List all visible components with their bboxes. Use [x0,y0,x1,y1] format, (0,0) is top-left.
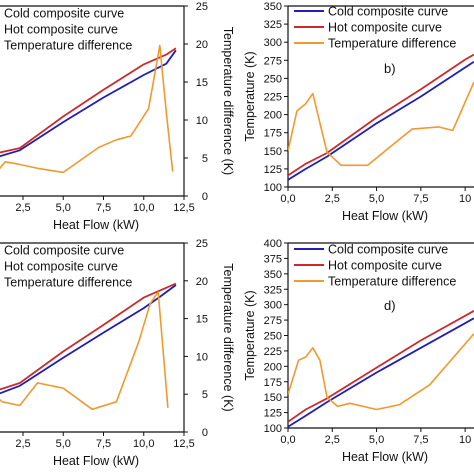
y-tick-label: 275 [264,315,282,327]
series-line-cold [0,284,177,395]
series-line-diff [0,44,174,174]
y2-tick-label: 25 [196,238,208,250]
x-tick-label: 7,5 [413,193,428,205]
y2-tick-label: 0 [202,427,208,439]
y-tick-label: 325 [264,19,282,31]
x-tick-label: 7,5 [96,202,111,214]
legend-label: Temperature difference [328,37,456,51]
legend-label: Temperature difference [4,39,132,53]
x-tick-label: 12,5 [173,202,194,214]
y-tick-label: 350 [264,269,282,281]
y-tick-label: 300 [264,300,282,312]
y-tick-label: 200 [264,110,282,122]
x-tick-label: 2,5 [325,434,340,446]
y2-tick-label: 0 [202,191,208,203]
y-tick-label: 250 [264,331,282,343]
x-tick-label: 12,5 [173,438,194,450]
legend-label: Cold composite curve [4,7,124,21]
y2-tick-label: 20 [196,39,208,51]
y-tick-label: 150 [264,392,282,404]
y2-axis-label: Temperature difference (K) [221,27,235,175]
y2-axis-label: Temperature difference (K) [221,263,235,411]
chart-panel-b: 0,0 2,5 5,0 7,5 10 Heat Flow (kW) 100 125 150 175… [243,1,474,223]
y-tick-label: 100 [264,182,282,194]
y-tick-label: 225 [264,346,282,358]
x-tick-label: 2,5 [325,193,340,205]
x-tick-label: 10,0 [133,202,154,214]
x-tick-label: 7,5 [96,438,111,450]
legend-label: Cold composite curve [4,244,124,258]
series-line-hot [0,47,177,154]
y-tick-label: 175 [264,377,282,389]
y-tick-label: 300 [264,37,282,49]
y-tick-label: 100 [264,423,282,435]
y2-tick-label: 25 [196,1,208,13]
y2-tick-label: 5 [202,389,208,401]
y-tick-label: 325 [264,284,282,296]
series-line-cold [0,49,177,158]
y2-tick-label: 10 [196,115,208,127]
legend-label: Cold composite curve [328,243,448,257]
series-line-hot [288,310,474,423]
series-line-diff [288,333,474,411]
series-line-hot [288,53,474,177]
y2-tick-label: 20 [196,276,208,288]
chart-panel-d: 0,0 2,5 5,0 7,5 10 Heat Flow (kW) 100 125 150 175… [243,238,474,464]
x-tick-label: 10,0 [133,438,154,450]
x-tick-label: 2,5 [15,202,30,214]
y2-tick-label: 10 [196,351,208,363]
y2-tick-label: 15 [196,77,208,89]
legend-label: Hot composite curve [328,259,442,273]
x-tick-label: 5,0 [56,202,71,214]
y-tick-label: 200 [264,361,282,373]
x-tick-label: 0,0 [280,434,295,446]
y-tick-label: 225 [264,92,282,104]
y-tick-label: 375 [264,253,282,265]
x-tick-label: 5,0 [369,193,384,205]
x-tick-label: 10 [459,434,471,446]
legend-label: Hot composite curve [328,21,442,35]
y-tick-label: 150 [264,146,282,158]
panel-label: b) [384,61,396,76]
x-tick-label: 7,5 [413,434,428,446]
series-line-cold [288,60,474,181]
y-tick-label: 250 [264,73,282,85]
legend-label: Temperature difference [4,276,132,290]
x-tick-label: 0,0 [280,193,295,205]
chart-panel-a: 2,5 5,0 7,5 10,0 12,5 Heat Flow (kW) 0 5 10 15 20 2… [0,1,235,232]
y-tick-label: 125 [264,408,282,420]
y-tick-label: 400 [264,238,282,250]
x-axis-label: Heat Flow (kW) [53,218,139,232]
y2-tick-label: 15 [196,314,208,326]
x-axis-label: Heat Flow (kW) [53,454,139,468]
x-tick-label: 5,0 [369,434,384,446]
y-axis-label: Temperature (K) [243,51,257,141]
y-tick-label: 175 [264,128,282,140]
x-tick-label: 2,5 [15,438,30,450]
y2-tick-label: 5 [202,153,208,165]
legend-label: Hot composite curve [4,23,118,37]
series-line-diff [0,291,169,411]
y-axis-label: Temperature (K) [243,290,257,380]
series-line-hot [0,282,177,391]
y-tick-label: 275 [264,55,282,67]
legend-label: Temperature difference [328,275,456,289]
x-axis-label: Heat Flow (kW) [342,450,428,464]
series-line-cold [288,317,474,428]
x-tick-label: 10 [459,193,471,205]
y-tick-label: 350 [264,1,282,13]
y-tick-label: 125 [264,164,282,176]
x-axis-label: Heat Flow (kW) [342,209,428,223]
legend-label: Hot composite curve [4,260,118,274]
legend-label: Cold composite curve [328,5,448,19]
x-tick-label: 5,0 [56,438,71,450]
panel-label: d) [384,298,396,313]
series-line-diff [288,81,474,167]
chart-panel-c: 2,5 5,0 7,5 10,0 12,5 Heat Flow (kW) 0 5 10 15 20 2… [0,238,235,468]
